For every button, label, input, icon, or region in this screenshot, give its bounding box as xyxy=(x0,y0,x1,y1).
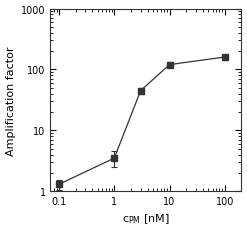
X-axis label: c$_{\mathregular{PM}}$ [nM]: c$_{\mathregular{PM}}$ [nM] xyxy=(122,212,170,225)
Y-axis label: Amplification factor: Amplification factor xyxy=(5,46,16,155)
